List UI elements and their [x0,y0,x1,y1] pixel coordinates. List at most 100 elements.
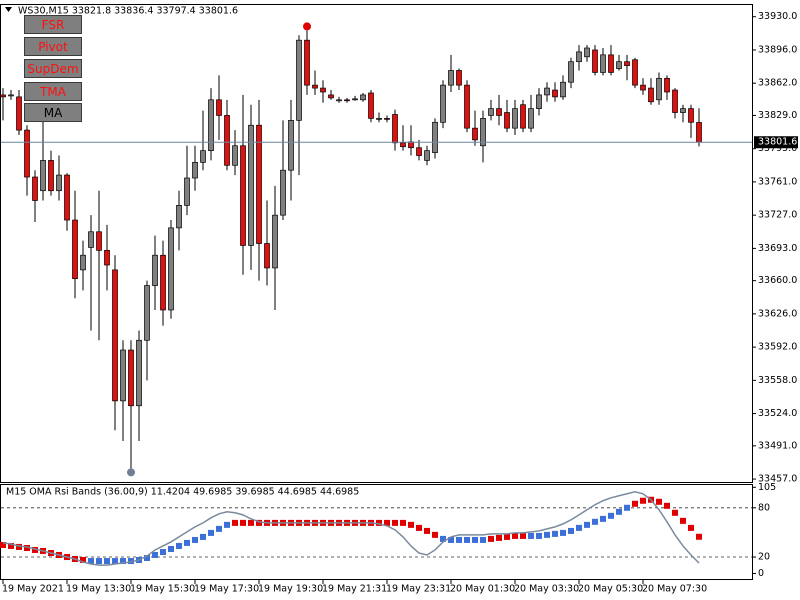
x-tick-label: 20 May 07:30 [642,584,707,595]
band-square [656,498,662,505]
candle-body [112,269,118,402]
band-square [120,558,126,565]
candle-body [264,243,270,269]
candle-body [136,339,142,407]
y-tick-label: 33491.0 [758,440,797,451]
symbol-arrow[interactable] [5,7,12,12]
button[interactable]: TMA [24,82,82,101]
candle-body [24,129,30,178]
x-tick-label: 19 May 19:30 [258,584,323,595]
band-square [216,525,222,532]
candle-body [288,119,294,171]
band-square [688,524,694,531]
candle-body [368,92,374,119]
band-square [440,535,446,542]
chart-title: WS30,M15 33821.8 33836.4 33797.4 33801.6 [18,6,238,17]
candle-body [608,54,614,73]
candle-body [672,89,678,113]
band-square [496,534,502,541]
x-tick-label: 19 May 17:30 [194,584,259,595]
band-square [672,509,678,516]
candle-body [456,70,462,86]
candle-body [544,87,550,96]
y-tick-label: 33862.0 [758,78,797,89]
band-square [544,531,550,538]
button[interactable]: Pivot [24,37,82,56]
band-square [192,536,198,543]
y-tick-label: 33592.0 [758,342,797,353]
candle-body [624,61,630,66]
button[interactable]: MA [24,103,82,122]
band-square [200,533,206,540]
band-square [168,545,174,552]
band-square [616,508,622,515]
candle-body [120,349,126,402]
candle-body [552,89,558,98]
candle-body [560,81,566,98]
band-square [552,530,558,537]
band-square [376,519,382,526]
candle-body [128,349,134,407]
band-square [416,524,422,531]
y-tick-label: 33558.0 [758,375,797,386]
band-square [128,558,134,565]
band-square [584,521,590,528]
y-tick-label: 0 [758,568,764,579]
x-tick-label: 20 May 01:30 [450,584,515,595]
fractal-up [303,22,311,31]
candle-body [416,147,422,156]
candle-body [16,96,22,131]
band-square [568,527,574,534]
button[interactable]: SupDem [24,59,82,78]
candle-body [200,150,206,163]
candle-body [232,145,238,166]
band-square [176,542,182,549]
main-panel [0,4,753,483]
y-tick-label: 33626.0 [758,308,797,319]
band-square [232,519,238,526]
band-square [504,533,510,540]
button[interactable]: FSR [24,15,82,34]
rsi-line [2,490,700,566]
y-tick-label: 33693.0 [758,243,797,254]
candle-body [440,84,446,123]
band-square [448,536,454,543]
candle-body [392,114,398,144]
band-square [248,519,254,526]
candle-body [576,51,582,63]
price-label: 33801.6 [758,137,797,148]
band-square [208,529,214,536]
x-tick-label: 19 May 21:31 [322,584,387,595]
band-square [480,536,486,543]
band-square [576,524,582,531]
x-tick-label: 19 May 23:31 [386,584,451,595]
candle-body [352,98,358,101]
candle-body [72,219,78,280]
band-square [0,541,6,548]
band-square [664,502,670,509]
candle-body [40,160,46,192]
band-square [408,521,414,528]
candle-body [176,205,182,229]
band-square [8,542,14,549]
candle-body [648,87,654,103]
candle-body [296,39,302,121]
candle-body [248,124,254,246]
candle-body [504,112,510,129]
band-square [224,521,230,528]
candle-body [512,108,518,129]
candle-body [432,121,438,153]
band-square [400,519,406,526]
band-square [680,517,686,524]
candle-body [520,104,526,129]
candle-body [256,124,262,244]
band-square [560,529,566,536]
y-tick-label: 33727.0 [758,210,797,221]
band-square [624,504,630,511]
candle-body [360,94,366,101]
x-tick-label: 20 May 03:30 [514,584,579,595]
band-square [112,558,118,565]
candle-body [96,231,102,251]
x-tick-label: 19 May 2021 [2,584,64,595]
